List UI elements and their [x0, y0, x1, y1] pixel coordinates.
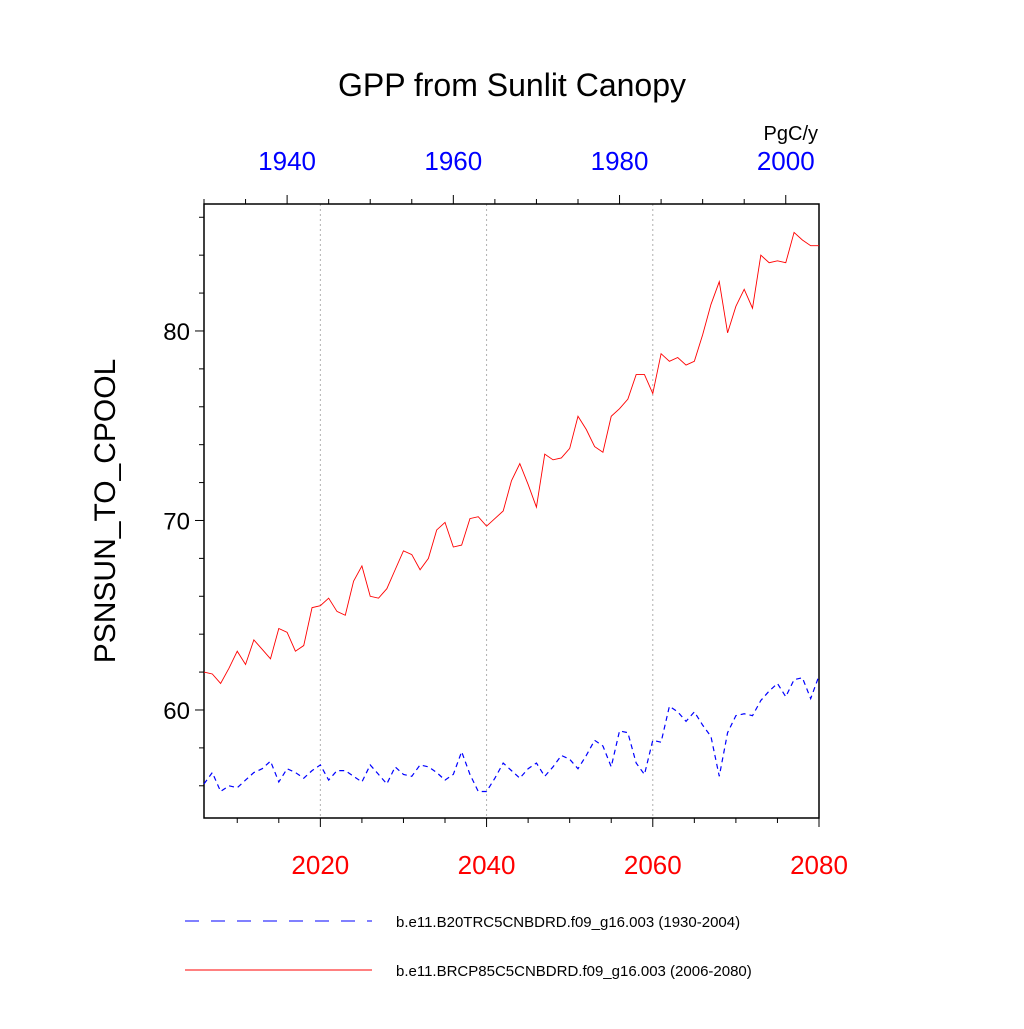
- units-label: PgC/y: [764, 123, 818, 145]
- series-line-1: [203, 675, 820, 793]
- legend-label: b.e11.BRCP85C5CNBDRD.f09_g16.003 (2006-2…: [396, 963, 752, 980]
- x-bottom-tick-label: 2020: [291, 850, 349, 880]
- legend: b.e11.B20TRC5CNBDRD.f09_g16.003 (1930-20…: [185, 914, 752, 980]
- plot-layer: 60 70 80 2020 2040 2060 2080 1940 1960 1980 2000: [163, 146, 848, 880]
- y-tick-label: 80: [163, 319, 190, 346]
- x-top-tick-label: 2000: [757, 146, 815, 176]
- chart-title: GPP from Sunlit Canopy: [338, 67, 686, 103]
- x-bottom-tick-label: 2040: [458, 850, 516, 880]
- y-axis-label: PSNSUN_TO_CPOOL: [89, 359, 122, 664]
- series-line-0: [203, 231, 819, 685]
- y-tick-label: 60: [163, 698, 190, 725]
- legend-label: b.e11.B20TRC5CNBDRD.f09_g16.003 (1930-20…: [396, 914, 740, 931]
- x-top-tick-label: 1980: [591, 146, 649, 176]
- x-bottom-tick-label: 2080: [790, 850, 848, 880]
- x-bottom-tick-label: 2060: [624, 850, 682, 880]
- plot-frame: [203, 203, 820, 819]
- y-tick-label: 70: [163, 508, 190, 535]
- x-top-tick-label: 1940: [258, 146, 316, 176]
- x-top-tick-label: 1960: [424, 146, 482, 176]
